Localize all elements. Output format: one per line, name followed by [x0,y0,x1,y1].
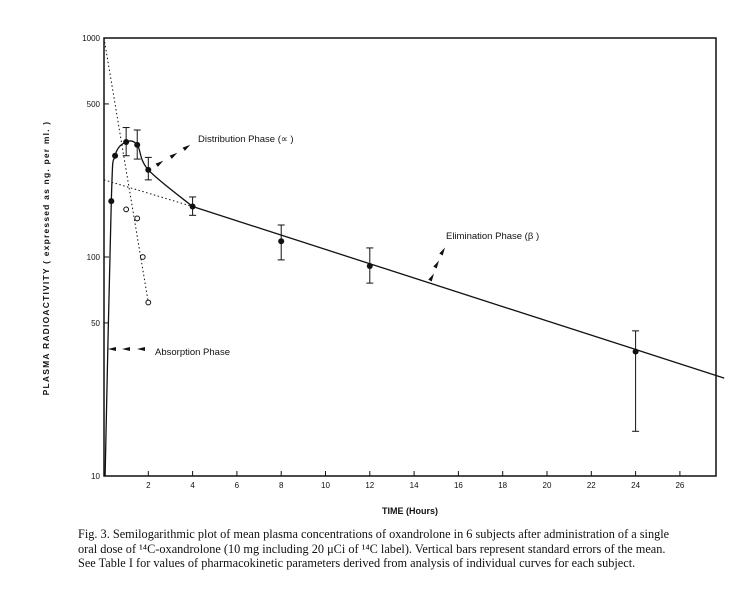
mean-point [108,198,115,205]
absorption-arrow [122,347,130,351]
distribution-arrow [155,160,164,167]
x-tick-label: 2 [146,481,151,490]
plot-frame [103,37,717,477]
elimination-arrow [428,273,434,282]
residual-point [134,215,141,222]
x-tick-label: 6 [235,481,240,490]
y-tick-label: 100 [87,253,101,262]
mean-point [366,262,373,269]
mean-point [112,152,119,159]
x-tick-label: 14 [410,481,419,490]
phase-arrows [108,144,445,351]
y-tick-label: 10 [91,472,100,481]
x-tick-label: 4 [190,481,195,490]
elimination-arrow [433,260,439,269]
absorption-arrow [137,347,145,351]
mean-point [189,203,196,210]
y-tick-label: 500 [87,100,101,109]
residual-point [123,206,130,213]
annotation-elimination-phase: Elimination Phase (β ) [446,231,539,242]
mean-point [145,166,152,173]
x-tick-label: 20 [543,481,552,490]
alpha-extrapolation-line [103,179,193,208]
x-tick-label: 12 [365,481,374,490]
y-axis-label: PLASMA RADIOACTIVITY ( expressed as ng. … [41,121,51,396]
mean-point [632,348,639,355]
error-bars [122,127,640,432]
absorption-line [103,37,149,303]
x-tick-label: 18 [498,481,507,490]
annotation-distribution-phase: Distribution Phase (∝ ) [198,134,294,145]
x-axis: 2 4 6 8 10 12 14 16 18 20 22 24 26 [146,471,685,490]
distribution-curve [104,140,194,477]
x-tick-label: 24 [631,481,640,490]
absorption-arrow [108,347,116,351]
residual-point [145,299,152,306]
distribution-arrow [182,144,191,151]
mean-point [134,141,141,148]
x-axis-label: TIME (Hours) [382,506,438,516]
x-tick-label: 22 [587,481,596,490]
data-points [108,139,639,355]
fitted-curves [103,37,725,477]
distribution-arrow [169,152,178,159]
x-tick-label: 16 [454,481,463,490]
elimination-arrow [439,247,445,256]
x-tick-label: 26 [675,481,684,490]
x-tick-label: 8 [279,481,284,490]
mean-point [278,238,285,245]
figure-caption: Fig. 3. Semilogarithmic plot of mean pla… [78,527,670,571]
y-tick-label: 1000 [82,34,100,43]
residual-point [139,254,146,260]
annotation-absorption-phase: Absorption Phase [155,347,230,358]
mean-point [123,139,130,146]
y-axis: 10 50 100 500 1000 [82,34,109,481]
y-tick-label: 50 [91,319,100,328]
x-tick-label: 10 [321,481,330,490]
